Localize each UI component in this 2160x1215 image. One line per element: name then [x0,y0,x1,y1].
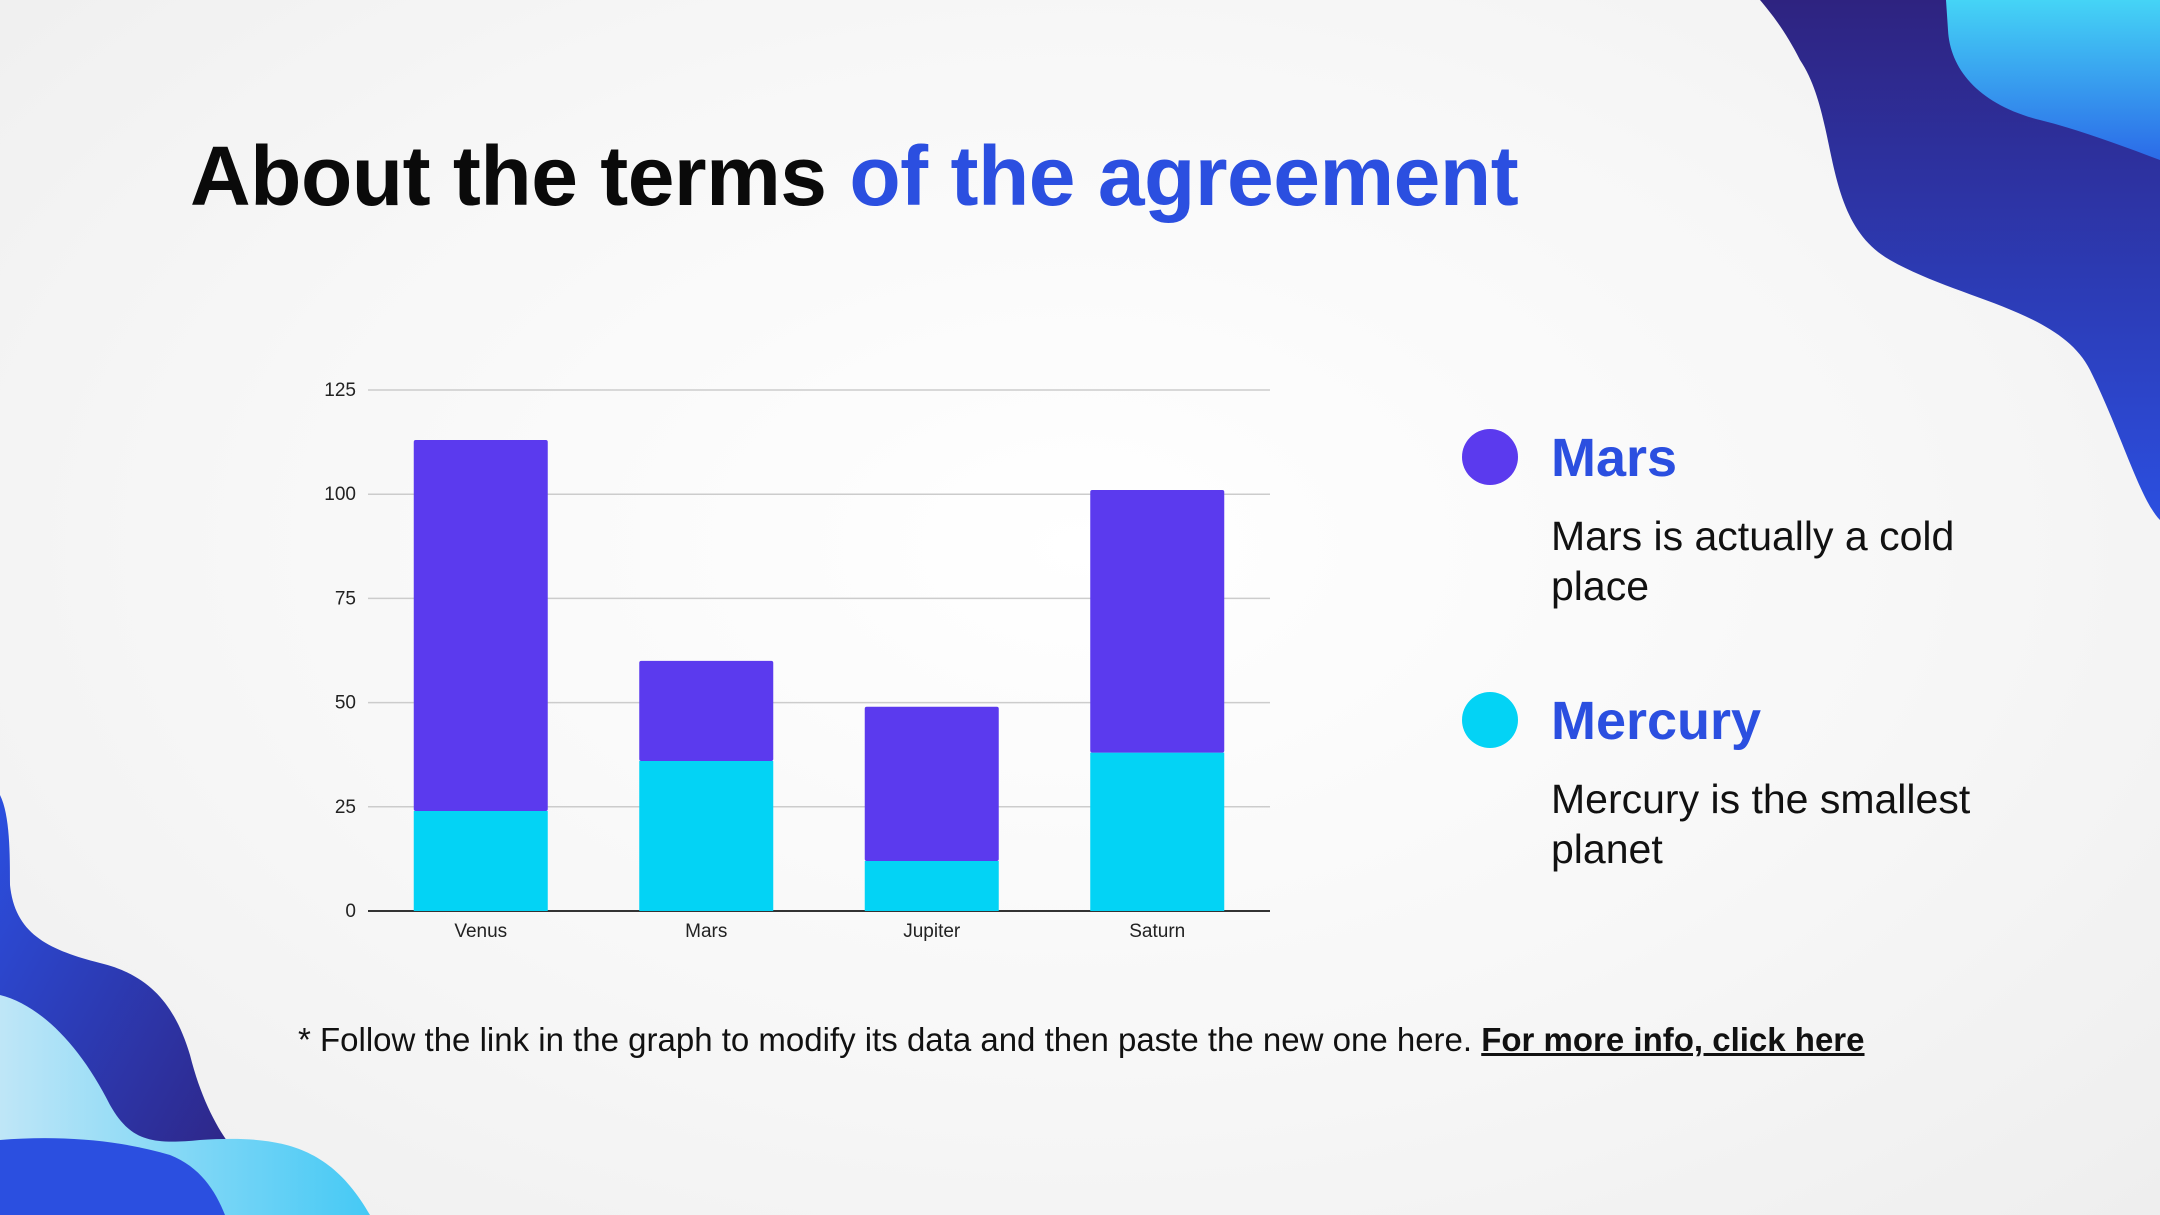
footnote: * Follow the link in the graph to modify… [298,1021,1865,1059]
bar-segment-saturn-0 [1090,752,1225,911]
title-accent: of the agreement [849,129,1519,223]
bar-segment-jupiter-0 [864,860,999,911]
x-tick-label: Mars [685,921,727,942]
x-tick-label: Venus [454,921,507,942]
y-tick-label: 50 [335,693,356,714]
bottom-left-wave-decoration [0,795,370,1215]
bar-segment-mars-1 [639,660,774,761]
x-tick-label: Jupiter [903,921,961,942]
bars [413,440,1225,911]
legend-name-mercury: Mercury [1551,691,1762,751]
more-info-link[interactable]: For more info, click here [1481,1021,1865,1058]
y-tick-label: 0 [345,901,356,922]
bar-segment-saturn-1 [1090,490,1225,753]
legend-description-mercury: Mercury is the smallest planet [1551,776,1971,872]
bar-segment-venus-0 [413,810,548,911]
y-tick-label: 125 [324,380,356,401]
top-right-wave-decoration [1760,0,2160,520]
mars-color-dot [1462,429,1518,485]
y-tick-label: 100 [324,484,356,505]
stacked-bar-chart[interactable]: 0 25 50 75 100 125 Venus Mars Jupiter Saturn [280,360,1300,960]
legend-description-mars: Mars is actually a cold place [1551,513,1955,609]
slide-title: About the terms of the agreement [190,128,1519,225]
title-main: About the terms [190,129,850,223]
x-tick-label: Saturn [1129,921,1185,942]
mercury-color-dot [1462,692,1518,748]
tick-labels: 0 25 50 75 100 125 Venus Mars Jupiter Saturn [324,380,1185,942]
y-tick-label: 25 [335,797,356,818]
bar-segment-mars-0 [639,760,774,911]
y-tick-label: 75 [335,588,356,609]
footnote-text: * Follow the link in the graph to modify… [298,1021,1482,1058]
bar-segment-jupiter-1 [864,706,999,861]
legend-name-mars: Mars [1551,428,1678,488]
bar-segment-venus-1 [413,440,548,811]
